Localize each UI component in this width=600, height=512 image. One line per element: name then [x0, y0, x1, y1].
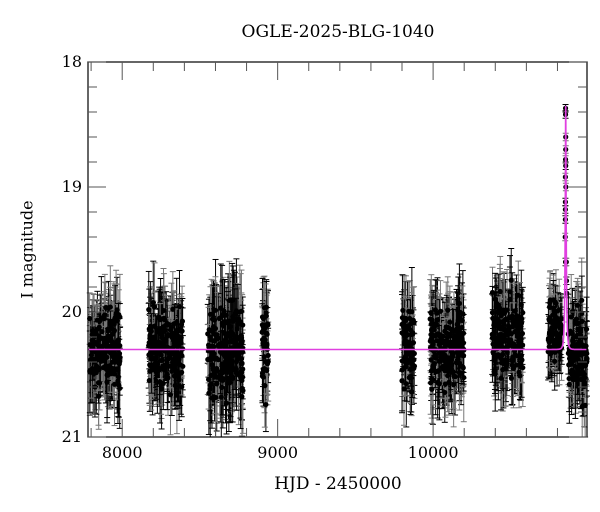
x-tick-label: 8000: [101, 443, 143, 462]
y-tick-label: 19: [61, 177, 82, 196]
chart-title: OGLE-2025-BLG-1040: [241, 22, 435, 42]
data-points: [86, 104, 590, 438]
x-tick-label: 10000: [407, 443, 459, 462]
x-axis-label: HJD - 2450000: [274, 474, 402, 494]
y-tick-label: 18: [61, 52, 82, 71]
model-curve: [88, 105, 587, 351]
y-tick-label: 21: [61, 427, 82, 446]
plot-frame: [87, 61, 588, 438]
x-tick-label: 9000: [257, 443, 298, 462]
y-tick-label: 20: [61, 302, 82, 321]
